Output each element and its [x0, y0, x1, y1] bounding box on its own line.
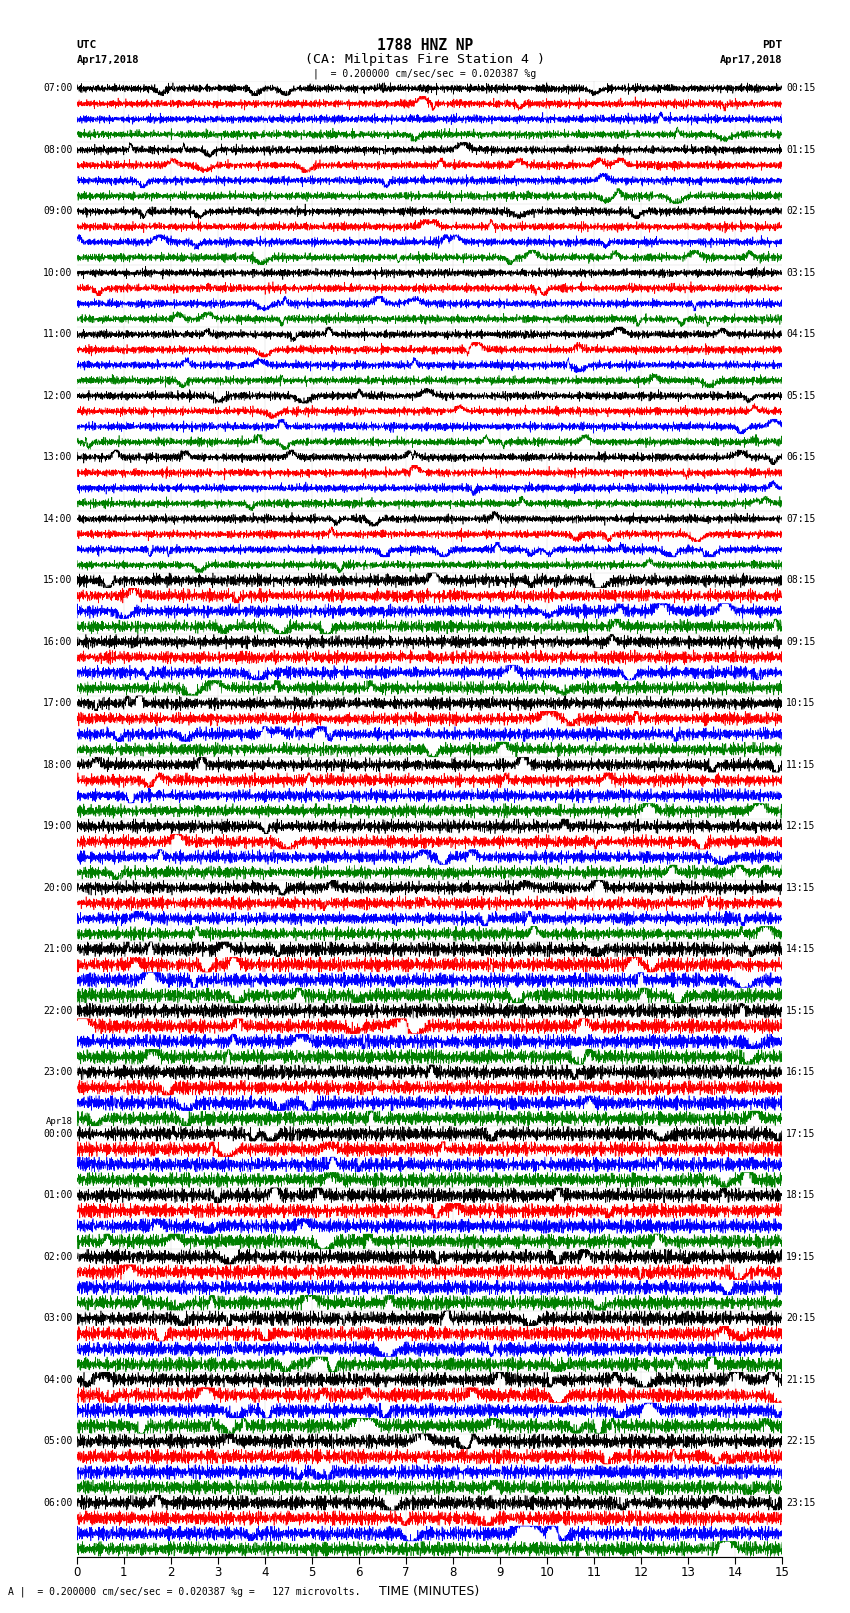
Text: 12:00: 12:00 [42, 390, 72, 400]
Text: 05:00: 05:00 [42, 1436, 72, 1447]
Text: 20:00: 20:00 [42, 882, 72, 892]
Text: 00:15: 00:15 [786, 84, 816, 94]
Text: 23:00: 23:00 [42, 1068, 72, 1077]
Text: 06:15: 06:15 [786, 452, 816, 463]
Text: 21:00: 21:00 [42, 944, 72, 955]
Text: 02:15: 02:15 [786, 206, 816, 216]
Text: 19:00: 19:00 [42, 821, 72, 831]
Text: 16:15: 16:15 [786, 1068, 816, 1077]
Text: 11:00: 11:00 [42, 329, 72, 339]
Text: 13:15: 13:15 [786, 882, 816, 892]
Text: (CA: Milpitas Fire Station 4 ): (CA: Milpitas Fire Station 4 ) [305, 53, 545, 66]
Text: 00:00: 00:00 [42, 1129, 72, 1139]
Text: 04:00: 04:00 [42, 1374, 72, 1384]
X-axis label: TIME (MINUTES): TIME (MINUTES) [379, 1586, 479, 1598]
Text: 12:15: 12:15 [786, 821, 816, 831]
Text: Apr17,2018: Apr17,2018 [76, 55, 139, 65]
Text: Apr17,2018: Apr17,2018 [719, 55, 782, 65]
Text: 03:00: 03:00 [42, 1313, 72, 1323]
Text: 03:15: 03:15 [786, 268, 816, 277]
Text: 23:15: 23:15 [786, 1498, 816, 1508]
Text: 14:15: 14:15 [786, 944, 816, 955]
Text: 10:15: 10:15 [786, 698, 816, 708]
Text: Apr18: Apr18 [45, 1116, 72, 1126]
Text: 15:00: 15:00 [42, 576, 72, 586]
Text: 15:15: 15:15 [786, 1007, 816, 1016]
Text: 07:15: 07:15 [786, 515, 816, 524]
Text: 09:15: 09:15 [786, 637, 816, 647]
Text: 08:15: 08:15 [786, 576, 816, 586]
Text: 10:00: 10:00 [42, 268, 72, 277]
Text: 16:00: 16:00 [42, 637, 72, 647]
Text: 20:15: 20:15 [786, 1313, 816, 1323]
Text: A |  = 0.200000 cm/sec/sec = 0.020387 %g =   127 microvolts.: A | = 0.200000 cm/sec/sec = 0.020387 %g … [8, 1587, 361, 1597]
Text: 19:15: 19:15 [786, 1252, 816, 1261]
Text: 01:15: 01:15 [786, 145, 816, 155]
Text: 14:00: 14:00 [42, 515, 72, 524]
Text: 22:00: 22:00 [42, 1007, 72, 1016]
Text: 08:00: 08:00 [42, 145, 72, 155]
Text: 05:15: 05:15 [786, 390, 816, 400]
Text: 22:15: 22:15 [786, 1436, 816, 1447]
Text: 21:15: 21:15 [786, 1374, 816, 1384]
Text: 1788 HNZ NP: 1788 HNZ NP [377, 37, 473, 53]
Text: 01:00: 01:00 [42, 1190, 72, 1200]
Text: 13:00: 13:00 [42, 452, 72, 463]
Text: 18:00: 18:00 [42, 760, 72, 769]
Text: |  = 0.200000 cm/sec/sec = 0.020387 %g: | = 0.200000 cm/sec/sec = 0.020387 %g [314, 69, 536, 79]
Text: 18:15: 18:15 [786, 1190, 816, 1200]
Text: 04:15: 04:15 [786, 329, 816, 339]
Text: 02:00: 02:00 [42, 1252, 72, 1261]
Text: 09:00: 09:00 [42, 206, 72, 216]
Text: UTC: UTC [76, 40, 97, 50]
Text: PDT: PDT [762, 40, 782, 50]
Text: 07:00: 07:00 [42, 84, 72, 94]
Text: 17:15: 17:15 [786, 1129, 816, 1139]
Text: 17:00: 17:00 [42, 698, 72, 708]
Text: 06:00: 06:00 [42, 1498, 72, 1508]
Text: 11:15: 11:15 [786, 760, 816, 769]
